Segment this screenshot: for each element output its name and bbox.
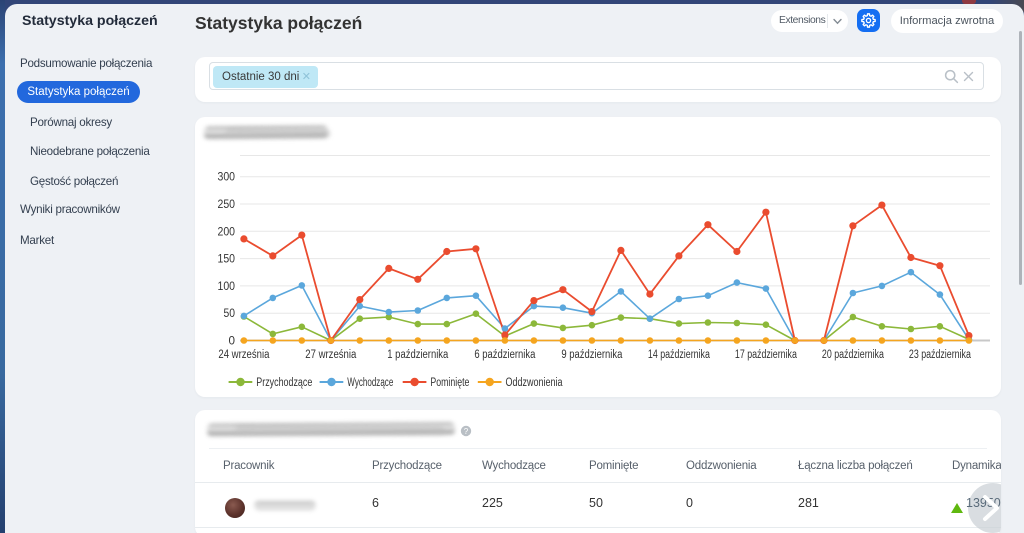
- svg-text:?: ?: [464, 427, 469, 436]
- svg-text:100: 100: [218, 281, 236, 293]
- svg-text:14 października: 14 października: [648, 349, 710, 361]
- svg-text:1 października: 1 października: [387, 349, 448, 361]
- svg-text:Przychodzące: Przychodzące: [256, 377, 312, 389]
- svg-text:200: 200: [218, 226, 236, 238]
- svg-text:23 października: 23 października: [909, 349, 971, 361]
- svg-text:27 września: 27 września: [305, 349, 356, 361]
- svg-text:6 października: 6 października: [474, 349, 535, 361]
- svg-text:0: 0: [229, 336, 236, 348]
- svg-text:300: 300: [218, 172, 236, 184]
- svg-text:150: 150: [218, 254, 236, 266]
- svg-text:20 października: 20 października: [822, 349, 884, 361]
- svg-text:9 października: 9 października: [561, 349, 622, 361]
- svg-text:24 września: 24 września: [218, 349, 269, 361]
- svg-text:250: 250: [218, 199, 236, 211]
- svg-text:17 października: 17 października: [735, 349, 797, 361]
- svg-text:Pominięte: Pominięte: [430, 377, 469, 389]
- svg-text:50: 50: [224, 308, 236, 320]
- svg-text:Oddzwonienia: Oddzwonienia: [506, 377, 563, 389]
- svg-text:Wychodzące: Wychodzące: [347, 377, 393, 389]
